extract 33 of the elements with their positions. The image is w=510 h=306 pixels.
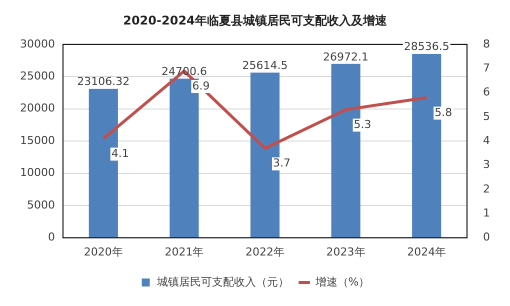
y-tick-label: 20000 xyxy=(20,102,55,115)
data-label: 5.3 xyxy=(354,118,372,132)
x-tick-label: 2023年 xyxy=(326,245,366,258)
data-label: 4.1 xyxy=(111,147,129,160)
data-label: 25614.5 xyxy=(242,59,288,72)
x-tick-label: 2024年 xyxy=(407,245,446,258)
data-label: 23106.32 xyxy=(77,75,130,88)
y2-tick-label: 3 xyxy=(483,158,490,172)
data-label: 5.8 xyxy=(434,106,452,119)
legend-label: 城镇居民可支配收入（元） xyxy=(156,275,289,288)
y2-tick-label: 4 xyxy=(483,134,490,147)
y-tick-label: 30000 xyxy=(20,37,55,50)
y2-tick-label: 6 xyxy=(483,86,490,99)
y2-tick-label: 2 xyxy=(483,182,490,196)
chart-title: 2020-2024年临夏县城镇居民可支配收入及增速 xyxy=(123,13,388,28)
y2-tick-label: 8 xyxy=(483,37,490,50)
data-label: 26972.1 xyxy=(323,50,369,64)
y2-tick-label: 7 xyxy=(483,61,490,74)
data-label: 3.7 xyxy=(272,156,290,170)
y-tick-label: 5000 xyxy=(26,198,55,212)
data-label: 28536.5 xyxy=(404,40,450,54)
y2-tick-label: 1 xyxy=(483,206,490,220)
y-tick-label: 10000 xyxy=(20,166,55,180)
x-tick-label: 2022年 xyxy=(245,245,284,258)
x-tick-label: 2021年 xyxy=(164,245,204,258)
y-tick-label: 15000 xyxy=(20,134,55,147)
data-label: 6.9 xyxy=(192,79,210,92)
x-tick-label: 2020年 xyxy=(84,245,123,258)
y2-tick-label: 0 xyxy=(483,230,490,244)
y2-tick-label: 5 xyxy=(483,110,490,123)
legend-label: 增速（%） xyxy=(314,275,370,288)
y-tick-label: 0 xyxy=(48,230,55,244)
y-tick-label: 25000 xyxy=(20,69,55,82)
